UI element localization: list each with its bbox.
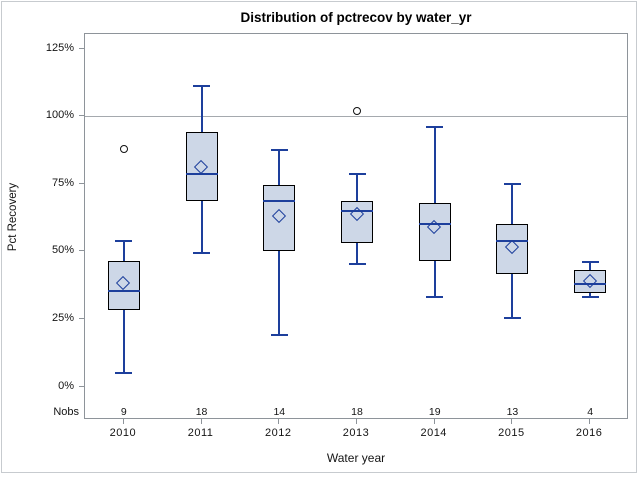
iqr-box: [263, 185, 296, 252]
median-line: [496, 239, 529, 242]
y-tick-label: 125%: [45, 41, 74, 54]
whisker-cap-bottom: [581, 296, 599, 299]
x-axis-title: Water year: [326, 451, 386, 465]
nobs-value: 4: [587, 406, 594, 418]
x-tick-mark: [278, 419, 280, 424]
iqr-box: [418, 202, 451, 261]
nobs-value: 13: [506, 406, 519, 418]
x-tick-label: 2011: [187, 427, 214, 439]
whisker-cap-top: [503, 182, 521, 185]
x-tick-mark: [200, 419, 202, 424]
y-tick-mark: [79, 182, 84, 184]
y-tick-mark: [79, 115, 84, 117]
y-tick-mark: [79, 47, 84, 49]
reference-line: [85, 116, 627, 118]
x-tick-label: 2010: [109, 427, 137, 439]
y-tick-mark: [79, 385, 84, 387]
median-line: [185, 173, 218, 176]
x-tick-mark: [433, 419, 435, 424]
nobs-row-label: Nobs: [53, 406, 79, 418]
median-line: [107, 289, 140, 292]
x-tick-label: 2015: [498, 427, 525, 439]
plot-area: 9 18 14 18 19 13 4: [84, 33, 628, 419]
iqr-box: [341, 201, 373, 244]
y-tick-label: 75%: [51, 176, 74, 189]
outlier-point: [353, 106, 361, 115]
graph-outer-border: [1, 1, 637, 473]
whisker-cap-top: [581, 261, 599, 264]
y-tick-label: 0%: [58, 379, 74, 392]
whisker-cap-top: [426, 125, 444, 128]
y-tick-label: 100%: [45, 109, 74, 122]
median-line: [341, 209, 373, 212]
median-line: [263, 200, 296, 203]
nobs-value: 19: [428, 406, 441, 418]
whisker-cap-top: [270, 148, 288, 151]
y-axis-title: Pct Recovery: [7, 182, 19, 252]
x-tick-mark: [589, 419, 591, 424]
nobs-value: 9: [120, 406, 127, 418]
chart-title: Distribution of pctrecov by water_yr: [240, 10, 472, 25]
whisker-cap-bottom: [115, 372, 133, 375]
y-tick-mark: [79, 250, 84, 252]
whisker-cap-bottom: [348, 262, 366, 265]
whisker-cap-top: [348, 173, 366, 176]
median-line: [418, 223, 451, 226]
iqr-box: [107, 260, 140, 310]
x-tick-label: 2014: [420, 427, 447, 439]
outlier-point: [119, 144, 128, 153]
x-tick-label: 2013: [342, 427, 370, 439]
nobs-value: 14: [273, 406, 286, 418]
whisker-cap-top: [115, 239, 133, 242]
whisker-cap-bottom: [193, 251, 211, 254]
x-tick-label: 2016: [575, 427, 603, 439]
nobs-value: 18: [351, 406, 363, 418]
x-tick-label: 2012: [265, 427, 292, 439]
nobs-value: 18: [195, 406, 208, 418]
x-tick-mark: [356, 419, 357, 424]
y-tick-mark: [79, 317, 84, 319]
whisker-cap-bottom: [270, 334, 288, 337]
y-tick-label: 50%: [51, 244, 74, 257]
x-tick-mark: [122, 419, 124, 424]
iqr-box: [185, 132, 218, 202]
iqr-box: [496, 224, 529, 275]
x-tick-mark: [511, 419, 513, 424]
whisker-cap-bottom: [426, 296, 444, 299]
whisker-cap-top: [193, 85, 211, 88]
whisker-cap-bottom: [503, 316, 521, 319]
y-tick-label: 25%: [51, 311, 74, 324]
iqr-box: [574, 270, 607, 294]
median-line: [574, 282, 607, 285]
